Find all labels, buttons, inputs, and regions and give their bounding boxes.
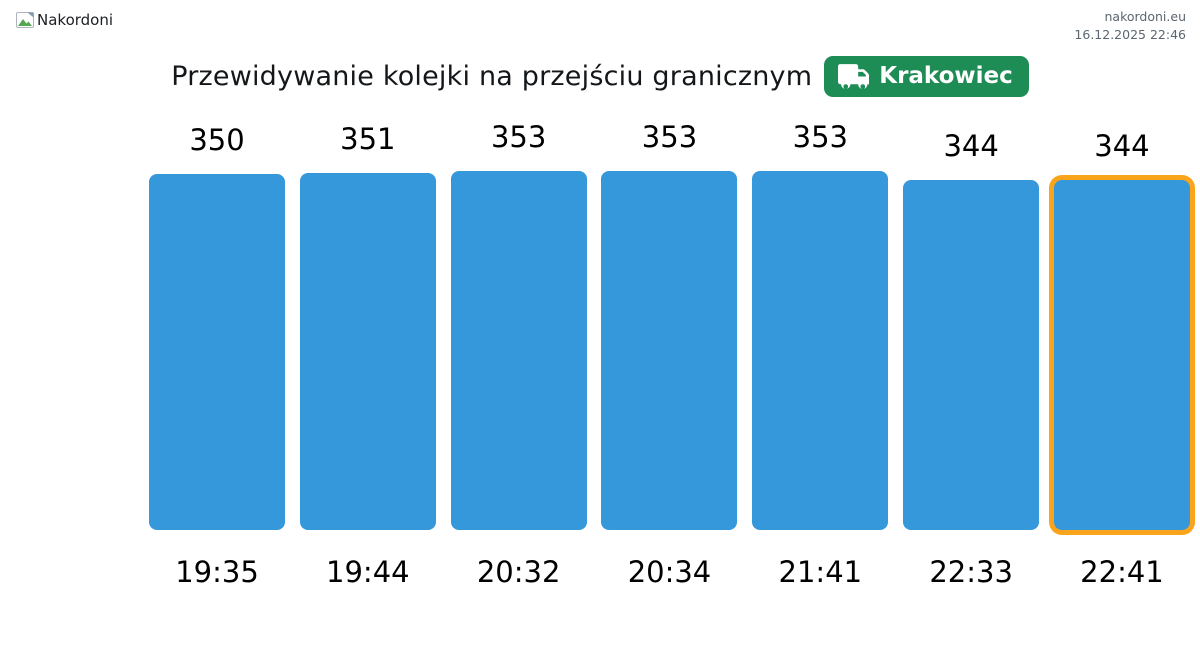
truck-icon (838, 63, 870, 89)
chart-title: Przewidywanie kolejki na przejściu grani… (171, 61, 813, 92)
bar (903, 180, 1040, 530)
bar-highlighted (1053, 180, 1190, 530)
timestamp: 16.12.2025 22:46 (1074, 27, 1186, 42)
site-logo[interactable]: Nakordoni (16, 11, 113, 29)
queue-bar-chart: 350 19:35 351 19:44 353 20:32 353 20:34 … (149, 110, 1190, 590)
bar-time-label: 20:32 (476, 555, 561, 589)
bar-time-label: 22:33 (929, 555, 1013, 589)
bar-value-label: 353 (792, 120, 848, 154)
bar-group: 353 20:32 (450, 119, 587, 590)
bar-group: 351 19:44 (299, 121, 436, 590)
bar-time-label: 19:44 (326, 555, 410, 589)
site-url: nakordoni.eu (1104, 9, 1186, 24)
bar (601, 171, 738, 530)
bar-value-label: 351 (340, 122, 396, 156)
bar-time-label: 20:34 (627, 555, 712, 589)
bar-value-label: 344 (943, 129, 999, 163)
border-crossing-badge[interactable]: Krakowiec (824, 56, 1029, 97)
bar-value-label: 344 (1094, 129, 1150, 163)
bar-time-label: 19:35 (175, 555, 259, 589)
bar (299, 173, 436, 530)
bar-value-label: 353 (490, 120, 547, 154)
badge-label: Krakowiec (879, 63, 1013, 89)
bar-value-label: 350 (189, 123, 245, 157)
logo-alt-text: Nakordoni (37, 11, 114, 29)
bar-group: 344 22:41 (1053, 128, 1190, 590)
broken-image-icon (16, 12, 35, 28)
bar-group: 353 21:41 (752, 119, 889, 590)
header-meta: nakordoni.eu 16.12.2025 22:46 (1074, 8, 1186, 44)
bar (450, 171, 587, 530)
bar (149, 174, 285, 530)
bar-time-label: 21:41 (778, 555, 863, 589)
title-row: Przewidywanie kolejki na przejściu grani… (0, 56, 1200, 97)
bar-value-label: 353 (641, 120, 698, 154)
bar-group: 350 19:35 (149, 122, 285, 590)
bar-group: 344 22:33 (903, 128, 1040, 590)
bar-group: 353 20:34 (601, 119, 738, 590)
bar-time-label: 22:41 (1080, 555, 1164, 589)
bar (752, 171, 889, 530)
